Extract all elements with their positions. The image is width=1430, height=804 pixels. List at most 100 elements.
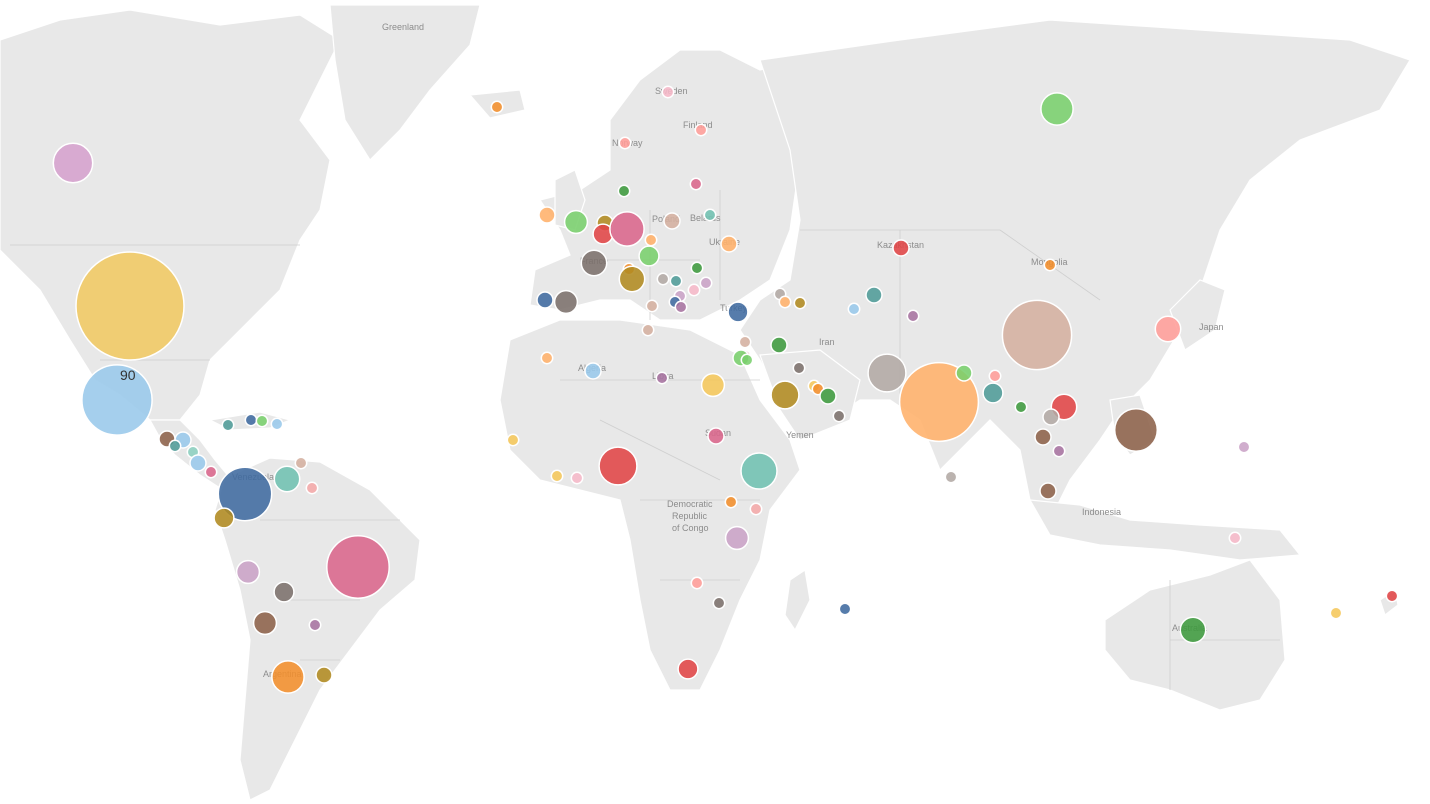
bubble-mark[interactable]: Lithuania [689,177,703,191]
bubble-mark[interactable]: Venezuela [217,466,273,522]
bubble-mark[interactable]: Colombia [213,507,235,529]
bubble-mark[interactable]: Jordan [740,353,754,367]
bubble-mark[interactable]: Cyprus [738,335,752,349]
bubble-mark[interactable]: Russia [1040,92,1074,126]
bubble-mark[interactable]: Albania [674,300,688,314]
bubble-mark[interactable]: Cambodia [1052,444,1066,458]
bubble-mark[interactable]: Mauritius [838,602,852,616]
bubble-mark[interactable]: Serbia [669,274,683,288]
bubble-mark[interactable]: Morocco [540,351,554,365]
bubble-mark[interactable]: Uzbekistan [865,286,883,304]
bubble-mark[interactable]: Tajikistan [847,302,861,316]
bubble-mark[interactable]: Puerto Rico [270,417,284,431]
bubble-mark[interactable]: United States [75,251,185,361]
bubble-mark[interactable]: Kashmir [906,309,920,323]
bubble-mark[interactable]: Peru [235,559,261,585]
bubble-mark[interactable]: Japan [1154,315,1182,343]
bubble-mark[interactable]: Italy [618,265,646,293]
bubble-mark[interactable]: Belarus [703,208,717,222]
bubble-mark[interactable]: Sweden [661,85,675,99]
bubble-mark[interactable]: Argentina [271,660,305,694]
bubble-mark[interactable]: Denmark [617,184,631,198]
bubble-mark[interactable]: Suriname [305,481,319,495]
bubble-mark[interactable]: Oman [832,409,846,423]
bubble-mark[interactable]: China [1001,299,1073,371]
bubble-mark[interactable]: Zambia [690,576,704,590]
bubble-mark[interactable]: Uganda [724,495,738,509]
bubble-mark[interactable]: Algeria [584,362,602,380]
bubble-mark[interactable]: Haiti [244,413,258,427]
bubble-mark[interactable]: Finland [694,123,708,137]
bubble-mark[interactable]: Romania [699,276,713,290]
bubble-mark[interactable]: Panama [204,465,218,479]
bubble-mark[interactable]: Bangladesh [982,382,1004,404]
bubble-mark[interactable]: Germany [609,211,645,247]
bubble-mark[interactable]: Ukraine [720,235,738,253]
bubble-mark[interactable]: Pakistan [867,353,907,393]
bubble-mark[interactable]: Mongolia [1043,258,1057,272]
bubble-mark[interactable]: Azerbaijan [793,296,807,310]
bubble-mark[interactable]: Togo [570,471,584,485]
bubble-mark[interactable]: United Kingdom [563,209,589,235]
bubble-mark[interactable]: Cuba [221,418,235,432]
bubble-mark[interactable]: Southern Brazil [308,618,322,632]
bubble-mark[interactable]: New Zealand [1385,589,1399,603]
bubble-mark[interactable]: Papua New Guinea [1228,531,1242,545]
bubble-mark[interactable]: Myanmar [1014,400,1028,414]
bubble-mark[interactable]: Philippines [1113,407,1159,453]
bubble-mark[interactable]: Paraguay [252,610,278,636]
bubble-mark[interactable]: India [898,361,980,443]
bubble-mark[interactable]: Greece [641,323,655,337]
bubble-mark[interactable]: Kazakhstan [892,239,910,257]
bubble-mark[interactable]: Ethiopia [740,452,778,490]
bubble-mark[interactable]: Poland [663,212,681,230]
bubble-mark[interactable]: Senegal [506,433,520,447]
bubble-mark[interactable]: Sri Lanka [944,470,958,484]
bubble-mark[interactable]: Tanzania [724,525,750,551]
bubble-mark[interactable]: Ghana [550,469,564,483]
bubble-mark[interactable]: Mexico [81,364,153,436]
bubble-mark[interactable]: Palau [1237,440,1251,454]
bubble-mark[interactable]: Australia [1179,616,1207,644]
bubble-mark[interactable]: Bhutan [988,369,1002,383]
bubble-mark[interactable]: Spain [553,289,579,315]
bubble-mark[interactable]: Hungary [690,261,704,275]
bubble-mark[interactable]: Bolivia [273,581,295,603]
bubble-mark[interactable]: Saudi Arabia [770,380,800,410]
bubble-mark[interactable]: Croatia [656,272,670,286]
bubble-mark[interactable]: Norway [618,136,632,150]
bubble-mark[interactable]: Iceland [490,100,504,114]
bubble-mark[interactable]: Ireland [538,206,556,224]
bubble-mark[interactable]: Malaysia [1039,482,1057,500]
bubble-mark[interactable]: Portugal [536,291,554,309]
bubble-mark[interactable]: Libya [655,371,669,385]
bubble-mark[interactable]: Dominican Republic [255,414,269,428]
bubble-mark[interactable]: Czechia [644,233,658,247]
bubble-mark[interactable]: Kuwait [792,361,806,375]
bubble-mark[interactable]: Guyana [273,465,301,493]
bubble-mark[interactable]: Laos [1042,408,1060,426]
bubble-mark[interactable]: Iraq [770,336,788,354]
bubble-mark[interactable]: Brazil [326,535,390,599]
bubble-mark[interactable]: South Africa [677,658,699,680]
bubble-mark[interactable]: Egypt [700,372,726,398]
bubble-mark[interactable]: El Salvador [168,439,182,453]
bubble-mark[interactable]: Canada [52,142,94,184]
bubble-mark[interactable]: Bulgaria [687,283,701,297]
bubble-mark[interactable]: Tunisia [645,299,659,313]
bubble-mark[interactable]: Zimbabwe [712,596,726,610]
bubble-mark[interactable]: France [580,249,608,277]
bubble-mark[interactable]: Uruguay [315,666,333,684]
bubble-mark[interactable]: Kenya [749,502,763,516]
bubble-mark[interactable]: Turkey [727,301,749,323]
bubble-mark[interactable]: Sudan [707,427,725,445]
bubble-layer[interactable]: United StatesMexico Canada Venezuela Brazil… [52,85,1399,694]
bubble-mark[interactable]: UAE [819,387,837,405]
bubble-mark[interactable]: Nepal [955,364,973,382]
bubble-mark[interactable]: Costa Rica [189,454,207,472]
bubble-mark[interactable]: Fiji [1329,606,1343,620]
bubble-mark[interactable]: Armenia [778,295,792,309]
bubble-mark[interactable]: Trinidad [294,456,308,470]
